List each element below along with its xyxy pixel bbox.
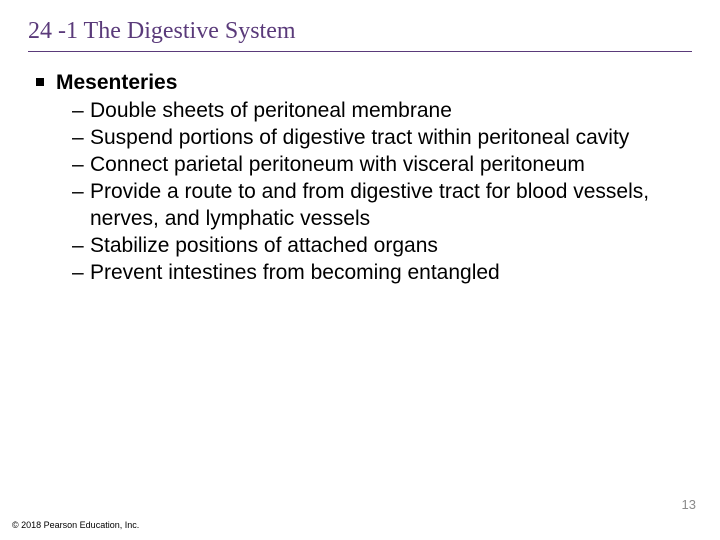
list-item: – Provide a route to and from digestive … (72, 179, 692, 233)
list-item: – Connect parietal peritoneum with visce… (72, 152, 692, 179)
list-item-text: Prevent intestines from becoming entangl… (90, 260, 692, 287)
square-bullet-icon (36, 78, 44, 86)
slide: 24 -1 The Digestive System Mesenteries –… (0, 0, 720, 540)
heading-text: Mesenteries (56, 70, 177, 96)
list-item-text: Suspend portions of digestive tract with… (90, 125, 692, 152)
list-item: – Stabilize positions of attached organs (72, 233, 692, 260)
list-item-text: Double sheets of peritoneal membrane (90, 98, 692, 125)
slide-content: Mesenteries – Double sheets of peritonea… (28, 70, 692, 286)
title-underline (28, 51, 692, 52)
copyright-text: © 2018 Pearson Education, Inc. (12, 520, 139, 530)
slide-title: 24 -1 The Digestive System (28, 18, 692, 45)
sub-list: – Double sheets of peritoneal membrane –… (36, 98, 692, 286)
list-item-text: Stabilize positions of attached organs (90, 233, 692, 260)
dash-icon: – (72, 152, 90, 179)
dash-icon: – (72, 98, 90, 125)
list-item-text: Connect parietal peritoneum with viscera… (90, 152, 692, 179)
list-item: – Double sheets of peritoneal membrane (72, 98, 692, 125)
list-item-text: Provide a route to and from digestive tr… (90, 179, 692, 233)
dash-icon: – (72, 233, 90, 260)
dash-icon: – (72, 179, 90, 206)
list-item: – Prevent intestines from becoming entan… (72, 260, 692, 287)
dash-icon: – (72, 260, 90, 287)
page-number: 13 (682, 497, 696, 512)
dash-icon: – (72, 125, 90, 152)
bullet-level1: Mesenteries (36, 70, 692, 96)
list-item: – Suspend portions of digestive tract wi… (72, 125, 692, 152)
